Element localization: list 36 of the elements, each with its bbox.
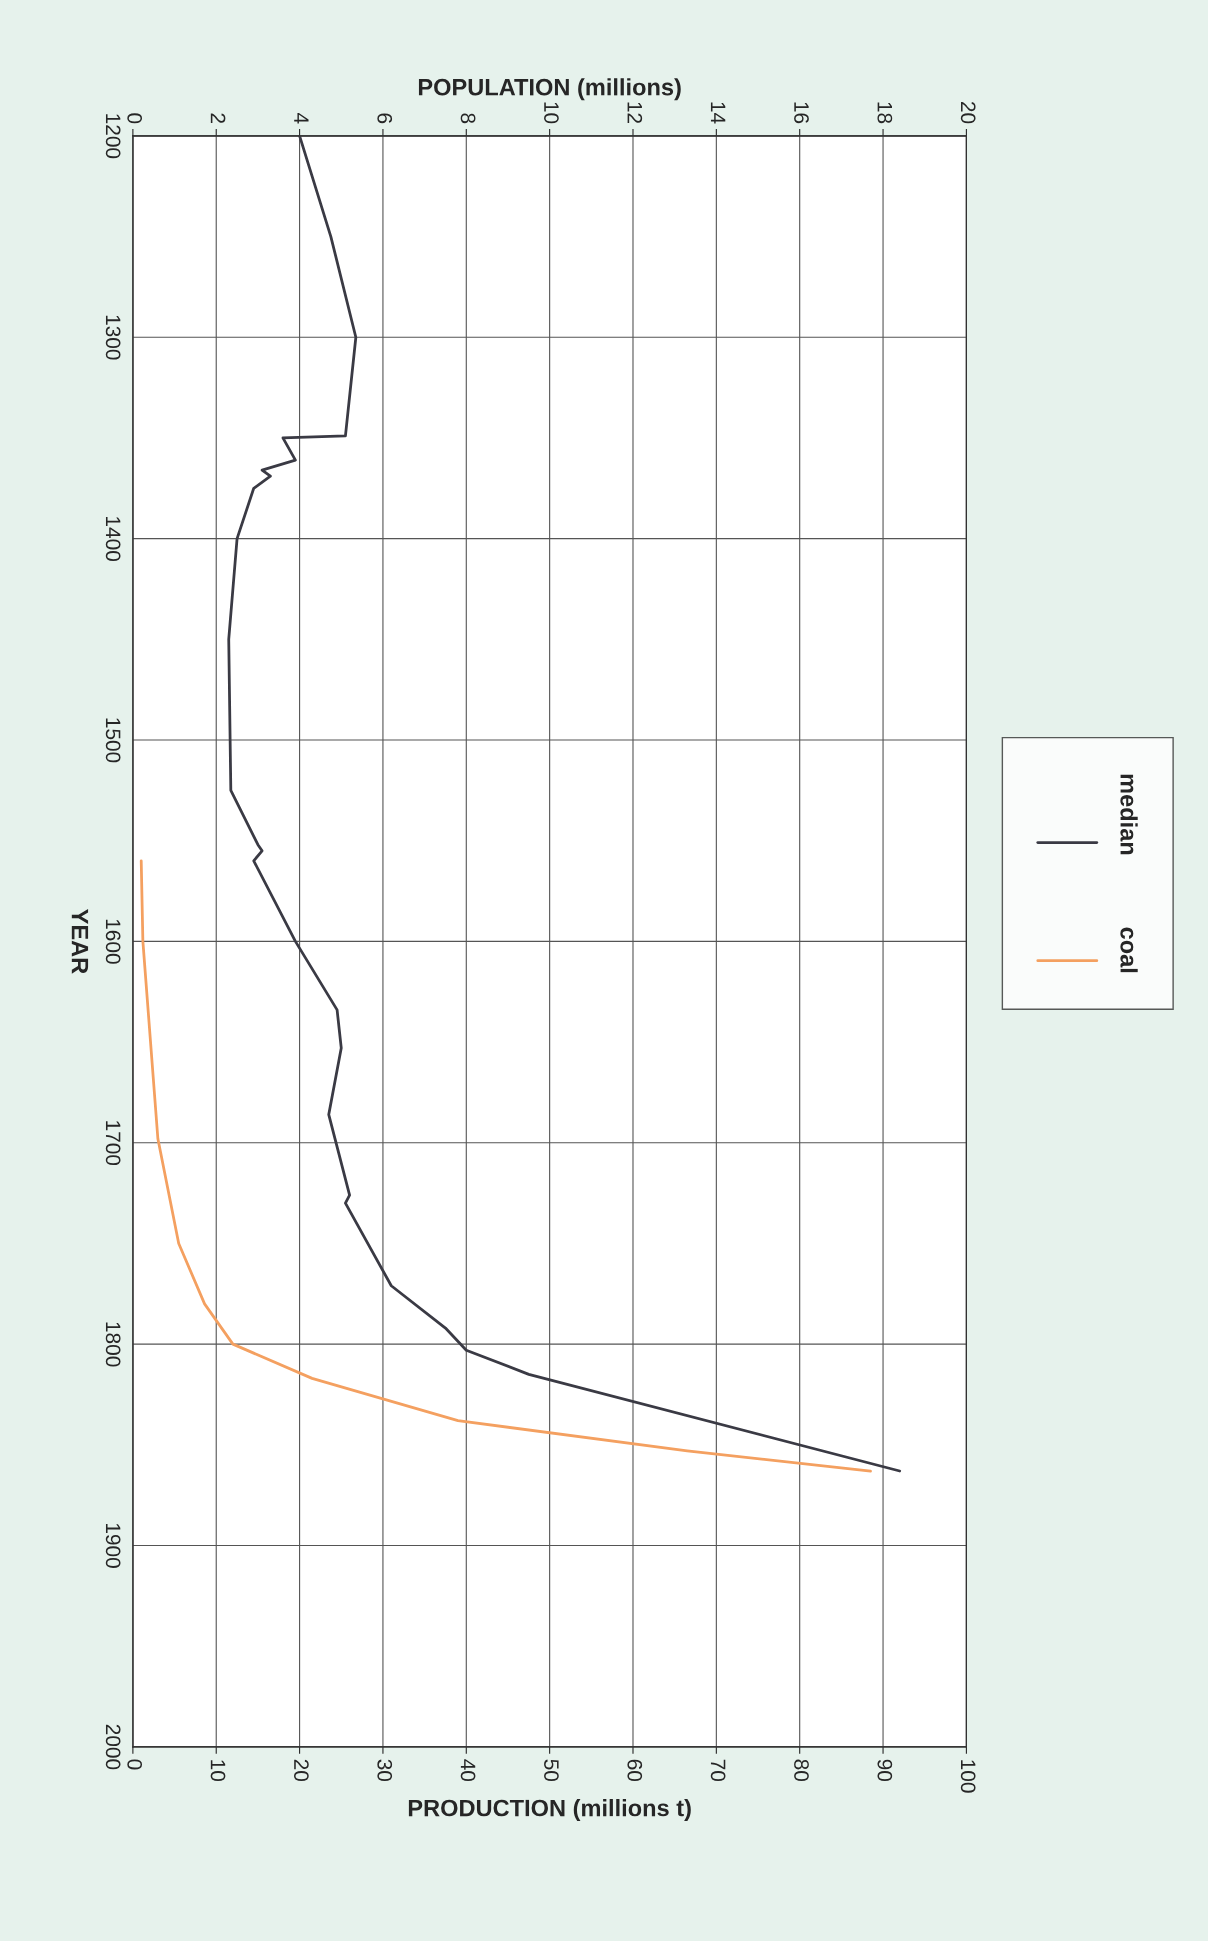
x2-tick-label: 4 bbox=[294, 112, 309, 124]
x2-tick-label: 20 bbox=[960, 101, 976, 124]
x-axis-title: PRODUCTION (millions t) bbox=[408, 1799, 691, 1822]
y-tick-label: 1500 bbox=[105, 718, 121, 763]
y-tick-label: 1700 bbox=[105, 1121, 121, 1166]
x-tick-label: 40 bbox=[460, 1759, 476, 1782]
y-axis-title: YEAR bbox=[71, 908, 89, 974]
x2-tick-label: 8 bbox=[460, 113, 476, 124]
text: median bbox=[1120, 774, 1138, 855]
x-tick-label: 30 bbox=[377, 1759, 393, 1782]
x-tick-label: 60 bbox=[627, 1759, 643, 1782]
legend-label: coal bbox=[1120, 927, 1138, 973]
y-tick-label: 1200 bbox=[105, 114, 121, 159]
x2-tick-label: 14 bbox=[710, 102, 726, 124]
x2-tick-label: 12 bbox=[627, 102, 643, 124]
x2-tick-label: 10 bbox=[544, 102, 559, 124]
x-tick-label: 80 bbox=[794, 1759, 809, 1782]
y-tick-label: 1600 bbox=[105, 919, 121, 964]
x-tick-label: 0 bbox=[127, 1759, 143, 1770]
x2-tick-label: 0 bbox=[127, 113, 143, 124]
x2-tick-label: 2 bbox=[210, 113, 226, 124]
x2-tick-label: 6 bbox=[377, 113, 393, 124]
y-tick-label: 1800 bbox=[105, 1322, 121, 1367]
x-tick-label: 20 bbox=[293, 1759, 309, 1782]
y-tick-label: 1300 bbox=[105, 315, 121, 360]
x-tick-label: 90 bbox=[877, 1759, 893, 1782]
y-tick-label: 2000 bbox=[105, 1724, 121, 1770]
x-tick-label: 100 bbox=[960, 1760, 976, 1793]
x2-axis-title: POPULATION (millions) bbox=[418, 78, 681, 101]
x-tick-label: 70 bbox=[710, 1759, 726, 1782]
y-tick-label: 1900 bbox=[105, 1523, 121, 1568]
x2-tick-label: 16 bbox=[794, 102, 809, 124]
x-tick-label: 50 bbox=[544, 1759, 559, 1782]
x2-tick-label: 18 bbox=[877, 102, 893, 124]
x-tick-label: 10 bbox=[210, 1760, 226, 1782]
y-tick-label: 1400 bbox=[105, 517, 121, 561]
